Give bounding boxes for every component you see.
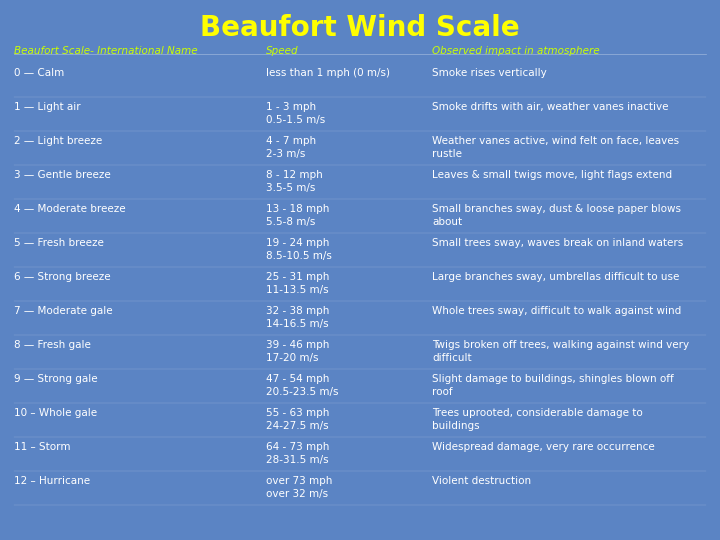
Text: 47 - 54 mph
20.5-23.5 m/s: 47 - 54 mph 20.5-23.5 m/s [266, 374, 339, 397]
Text: 25 - 31 mph
11-13.5 m/s: 25 - 31 mph 11-13.5 m/s [266, 272, 330, 295]
Text: 1 - 3 mph
0.5-1.5 m/s: 1 - 3 mph 0.5-1.5 m/s [266, 102, 325, 125]
Text: 10 – Whole gale: 10 – Whole gale [14, 408, 97, 418]
Text: Beaufort Scale- International Name: Beaufort Scale- International Name [14, 46, 198, 56]
Text: 39 - 46 mph
17-20 m/s: 39 - 46 mph 17-20 m/s [266, 340, 330, 363]
Text: Small branches sway, dust & loose paper blows
about: Small branches sway, dust & loose paper … [432, 204, 681, 227]
Text: 4 - 7 mph
2-3 m/s: 4 - 7 mph 2-3 m/s [266, 136, 317, 159]
Text: Slight damage to buildings, shingles blown off
roof: Slight damage to buildings, shingles blo… [432, 374, 674, 397]
Text: 8 — Fresh gale: 8 — Fresh gale [14, 340, 91, 350]
Text: 4 — Moderate breeze: 4 — Moderate breeze [14, 204, 126, 214]
Text: 9 — Strong gale: 9 — Strong gale [14, 374, 98, 384]
Text: Small trees sway, waves break on inland waters: Small trees sway, waves break on inland … [432, 238, 683, 248]
Text: Smoke rises vertically: Smoke rises vertically [432, 68, 546, 78]
Text: 12 – Hurricane: 12 – Hurricane [14, 476, 91, 486]
Text: Leaves & small twigs move, light flags extend: Leaves & small twigs move, light flags e… [432, 170, 672, 180]
Text: over 73 mph
over 32 m/s: over 73 mph over 32 m/s [266, 476, 333, 499]
Text: 64 - 73 mph
28-31.5 m/s: 64 - 73 mph 28-31.5 m/s [266, 442, 330, 465]
Text: 2 — Light breeze: 2 — Light breeze [14, 136, 103, 146]
Text: 19 - 24 mph
8.5-10.5 m/s: 19 - 24 mph 8.5-10.5 m/s [266, 238, 332, 261]
Text: Large branches sway, umbrellas difficult to use: Large branches sway, umbrellas difficult… [432, 272, 680, 282]
Text: 13 - 18 mph
5.5-8 m/s: 13 - 18 mph 5.5-8 m/s [266, 204, 330, 227]
Text: Weather vanes active, wind felt on face, leaves
rustle: Weather vanes active, wind felt on face,… [432, 136, 679, 159]
Text: 8 - 12 mph
3.5-5 m/s: 8 - 12 mph 3.5-5 m/s [266, 170, 323, 193]
Text: 32 - 38 mph
14-16.5 m/s: 32 - 38 mph 14-16.5 m/s [266, 306, 330, 329]
Text: Observed impact in atmosphere: Observed impact in atmosphere [432, 46, 600, 56]
Text: 55 - 63 mph
24-27.5 m/s: 55 - 63 mph 24-27.5 m/s [266, 408, 330, 431]
Text: Violent destruction: Violent destruction [432, 476, 531, 486]
Text: 6 — Strong breeze: 6 — Strong breeze [14, 272, 111, 282]
Text: less than 1 mph (0 m/s): less than 1 mph (0 m/s) [266, 68, 390, 78]
Text: Beaufort Wind Scale: Beaufort Wind Scale [200, 14, 520, 42]
Text: 5 — Fresh breeze: 5 — Fresh breeze [14, 238, 104, 248]
Text: 7 — Moderate gale: 7 — Moderate gale [14, 306, 113, 316]
Text: 0 — Calm: 0 — Calm [14, 68, 65, 78]
Text: Whole trees sway, difficult to walk against wind: Whole trees sway, difficult to walk agai… [432, 306, 681, 316]
Text: Trees uprooted, considerable damage to
buildings: Trees uprooted, considerable damage to b… [432, 408, 643, 431]
Text: Widespread damage, very rare occurrence: Widespread damage, very rare occurrence [432, 442, 654, 452]
Text: 3 — Gentle breeze: 3 — Gentle breeze [14, 170, 111, 180]
Text: Smoke drifts with air, weather vanes inactive: Smoke drifts with air, weather vanes ina… [432, 102, 668, 112]
Text: 11 – Storm: 11 – Storm [14, 442, 71, 452]
Text: Twigs broken off trees, walking against wind very
difficult: Twigs broken off trees, walking against … [432, 340, 689, 363]
Text: 1 — Light air: 1 — Light air [14, 102, 81, 112]
Text: Speed: Speed [266, 46, 299, 56]
